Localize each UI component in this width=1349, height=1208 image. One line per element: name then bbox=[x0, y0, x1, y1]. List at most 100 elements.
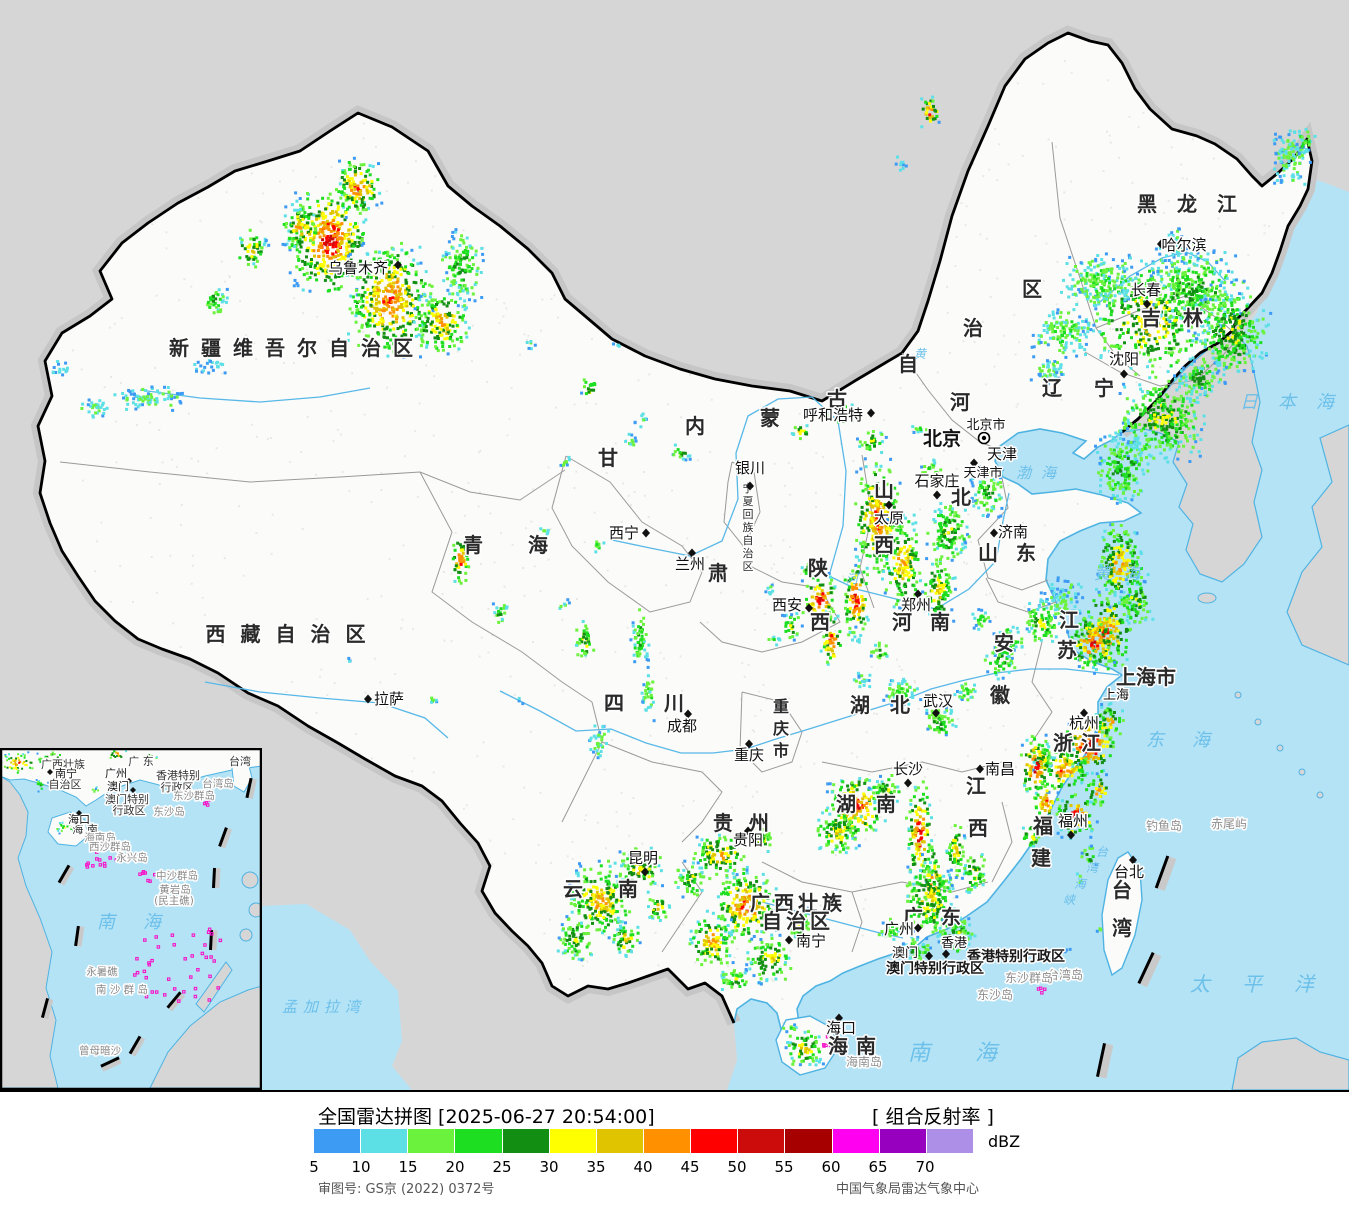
city-markers bbox=[364, 239, 1165, 1023]
city-diamond-icon bbox=[1129, 855, 1137, 865]
colorbar-swatch-10 bbox=[361, 1129, 408, 1153]
nine-dash-line bbox=[1095, 855, 1177, 1079]
city-diamond-icon bbox=[925, 951, 933, 961]
city-diamond-icon bbox=[932, 708, 940, 718]
colorbar-swatch-70 bbox=[926, 1129, 973, 1153]
province-label: 北 bbox=[951, 485, 971, 509]
inset-hainan bbox=[47, 811, 89, 847]
city-diamond-icon bbox=[688, 548, 696, 558]
inset-label: 海 南 bbox=[72, 822, 98, 836]
inset-borneo bbox=[149, 985, 262, 1089]
city-label: 贵阳 bbox=[733, 831, 763, 849]
city-label: 澳门 bbox=[892, 945, 918, 961]
sar-label: 香港特别行政区 bbox=[966, 948, 1065, 965]
reef-markers bbox=[822, 986, 1047, 1048]
province-label: 广西壮族 bbox=[750, 891, 846, 915]
province-label: 重 bbox=[773, 697, 789, 716]
dbz-tick-15: 15 bbox=[398, 1158, 418, 1176]
inset-city-diamond-icon bbox=[76, 810, 82, 816]
inset-philippines-island bbox=[239, 928, 253, 942]
city-label: 兰州 bbox=[675, 555, 705, 573]
province-label: 庆 bbox=[772, 719, 789, 738]
ryukyu-island bbox=[1316, 791, 1324, 799]
sea-label: 渤海 bbox=[1016, 464, 1066, 482]
city-diamond-icon bbox=[942, 949, 950, 959]
colorbar-swatch-65 bbox=[879, 1129, 926, 1153]
inset-city-label: 南宁 bbox=[55, 766, 77, 780]
radar-echoes bbox=[51, 95, 1317, 1067]
province-label: 古 bbox=[827, 387, 847, 411]
dbz-tick-30: 30 bbox=[539, 1158, 559, 1176]
province-label: 徽 bbox=[989, 683, 1011, 707]
dbz-tick-55: 55 bbox=[774, 1158, 794, 1176]
province-label: 湾 bbox=[1112, 916, 1132, 940]
province-label: 吉林 bbox=[1141, 306, 1225, 330]
colorbar-swatch-60 bbox=[832, 1129, 879, 1153]
city-diamond-icon bbox=[746, 481, 754, 491]
dbz-tick-5: 5 bbox=[309, 1158, 319, 1176]
inset-label: 台湾 bbox=[229, 754, 251, 768]
province-label: 上海市 bbox=[1116, 665, 1176, 689]
inset-island-label: 永暑礁 bbox=[86, 965, 118, 978]
ryukyu-island bbox=[1234, 691, 1242, 699]
inset-city-label: 广州 bbox=[105, 767, 127, 780]
inset-label: 澳门特别 bbox=[105, 792, 149, 806]
map-title: 全国雷达拼图 [2025-06-27 20:54:00] bbox=[318, 1106, 655, 1128]
city-label: 天津 bbox=[987, 445, 1017, 463]
city-label: 郑州 bbox=[901, 596, 931, 614]
inset-island-label: 中沙群岛 bbox=[156, 869, 198, 882]
province-label: 自治区 bbox=[762, 909, 834, 933]
island-label: 钓鱼岛 bbox=[1146, 818, 1182, 833]
china-coastline bbox=[733, 428, 1143, 1041]
city-diamond-icon bbox=[1120, 369, 1128, 379]
inset-island-label: 黄岩岛 bbox=[159, 883, 191, 896]
island-label: 赤尾屿 bbox=[1211, 817, 1247, 831]
ryukyu-island bbox=[1298, 768, 1306, 776]
inset-palawan bbox=[195, 961, 233, 1013]
province-label: 河 bbox=[950, 390, 970, 414]
city-label: 台北 bbox=[1114, 863, 1144, 881]
rivers bbox=[139, 251, 1227, 939]
province-label: 湖北 bbox=[850, 693, 930, 717]
colorbar-swatch-35 bbox=[596, 1129, 643, 1153]
city-diamond-icon bbox=[805, 603, 813, 613]
inset-city-diamond-icon bbox=[47, 769, 53, 775]
province-label: 陕 bbox=[808, 556, 828, 580]
province-label: 江 bbox=[966, 774, 986, 798]
colorbar-swatch-15 bbox=[408, 1129, 455, 1153]
inset-island-label: (民主礁) bbox=[154, 894, 194, 907]
province-label: 海南 bbox=[828, 1034, 884, 1058]
inset-label: 行政区 bbox=[161, 780, 194, 794]
province-label: 内 bbox=[685, 414, 705, 438]
city-diamond-icon bbox=[642, 528, 650, 538]
ryukyu-island bbox=[1254, 718, 1262, 726]
province-label: 浙江 bbox=[1053, 731, 1109, 755]
sea-label: 海 bbox=[1074, 877, 1088, 891]
city-label: 杭州 bbox=[1069, 714, 1099, 732]
city-label: 长春 bbox=[1131, 281, 1161, 299]
sea-label: 湾 bbox=[1086, 861, 1100, 875]
sea-label: 日本海 bbox=[1240, 392, 1349, 413]
city-diamond-icon bbox=[970, 458, 978, 468]
province-label: 西 bbox=[810, 610, 830, 634]
province-label: 西藏自治区 bbox=[206, 622, 381, 646]
colorbar-swatch-5 bbox=[314, 1129, 361, 1153]
island-label: 东沙岛 bbox=[977, 987, 1013, 1002]
inset-border bbox=[0, 748, 262, 1090]
city-diamond-icon bbox=[914, 923, 922, 933]
city-label: 重庆 bbox=[734, 746, 764, 764]
city-label: 天津市 bbox=[963, 465, 1002, 481]
city-diamond-icon bbox=[1157, 239, 1165, 249]
city-diamond-icon bbox=[835, 1013, 843, 1023]
legend-panel: 全国雷达拼图 [2025-06-27 20:54:00] [ 组合反射率 ] d… bbox=[0, 1090, 1349, 1208]
province-label: 四川 bbox=[604, 691, 724, 715]
city-diamond-icon bbox=[745, 739, 753, 749]
inset-island-label: 台湾岛 bbox=[202, 777, 234, 790]
inset-island-label: 永兴岛 bbox=[116, 851, 148, 864]
province-label: 山东 bbox=[978, 541, 1054, 565]
city-diamond-icon bbox=[933, 490, 941, 500]
inset-island-label: 东沙岛 bbox=[153, 805, 185, 818]
province-label: 湖南 bbox=[836, 792, 916, 816]
